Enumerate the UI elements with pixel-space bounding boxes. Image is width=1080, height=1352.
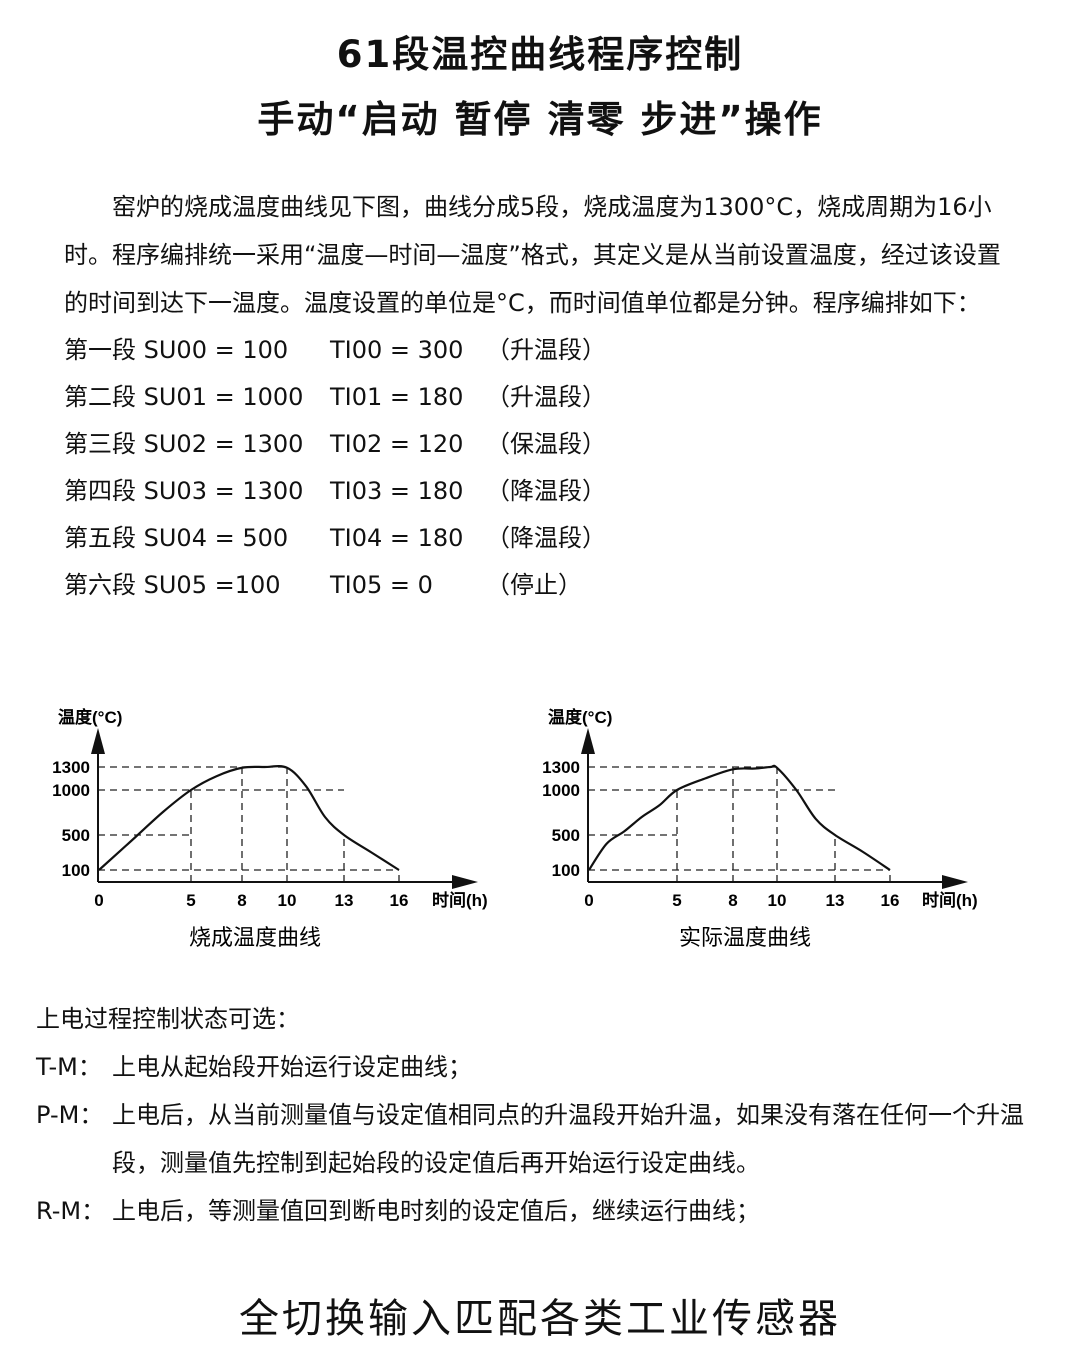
- program-list: 第一段 SU00 = 100 TI00 = 300 （升温段） 第二段 SU01 =…: [64, 327, 1014, 609]
- x-tick-label: 10: [768, 891, 787, 910]
- segment-setpoint: 第五段 SU04 = 500: [64, 524, 289, 552]
- program-row: 第五段 SU04 = 500 TI04 = 180 （降温段）: [64, 515, 1014, 562]
- x-axis-label: 时间(h): [432, 890, 488, 910]
- power-heading: 上电过程控制状态可选：: [36, 1005, 300, 1033]
- y-tick-label: 500: [62, 826, 90, 845]
- x-tick-label: 5: [186, 891, 195, 910]
- y-axis-arrow-icon: [91, 728, 105, 754]
- mode-text: 上电后，等测量值回到断电时刻的设定值后，继续运行曲线；: [112, 1197, 760, 1225]
- firing-curve-chart: 100 500 1000 1300 0 5 8 10 13 16 温度(°C) 时间(h) 烧成温度曲线: [52, 707, 488, 951]
- segment-note: （升温段）: [486, 383, 606, 411]
- mode-label: R-M：: [36, 1197, 106, 1225]
- y-tick-label: 100: [62, 861, 90, 880]
- power-mode-tm: T-M： 上电从起始段开始运行设定曲线；: [36, 1043, 1046, 1091]
- segment-time: TI04 = 180: [330, 524, 464, 552]
- page-title: 61段温控曲线程序控制: [336, 33, 744, 76]
- y-axis-label: 温度(°C): [58, 707, 122, 727]
- segment-time: TI03 = 180: [330, 477, 464, 505]
- mode-text: 上电后，从当前测量值与设定值相同点的升温段开始升温，如果没有落在任何一个升温段，…: [112, 1101, 1024, 1177]
- segment-time: TI01 = 180: [330, 383, 464, 411]
- program-row: 第六段 SU05 =100 TI05 = 0 （停止）: [64, 562, 1014, 609]
- program-row: 第四段 SU03 = 1300 TI03 = 180 （降温段）: [64, 468, 1014, 515]
- x-axis-arrow-icon: [942, 875, 968, 889]
- segment-note: （降温段）: [486, 477, 606, 505]
- temperature-curve: [98, 765, 400, 871]
- y-axis-label: 温度(°C): [548, 707, 612, 727]
- program-row: 第三段 SU02 = 1300 TI02 = 120 （保温段）: [64, 421, 1014, 468]
- x-axis-label: 时间(h): [922, 890, 978, 910]
- program-row: 第一段 SU00 = 100 TI00 = 300 （升温段）: [64, 327, 1014, 374]
- segment-setpoint: 第一段 SU00 = 100: [64, 336, 289, 364]
- x-tick-label: 5: [672, 891, 681, 910]
- y-axis-arrow-icon: [581, 728, 595, 754]
- segment-setpoint: 第六段 SU05 =100: [64, 571, 281, 599]
- program-row: 第二段 SU01 = 1000 TI01 = 180 （升温段）: [64, 374, 1014, 421]
- x-tick-label: 8: [728, 891, 737, 910]
- chart-title: 实际温度曲线: [679, 926, 811, 951]
- y-tick-label: 1000: [52, 781, 90, 800]
- segment-note: （降温段）: [486, 524, 606, 552]
- mode-label: P-M：: [36, 1101, 104, 1129]
- segment-time: TI02 = 120: [330, 430, 464, 458]
- actual-curve-chart: 100 500 1000 1300 0 5 8 10 13 16 温度(°C) 时间(h) 实际温度曲线: [542, 707, 978, 951]
- power-section: 上电过程控制状态可选： T-M： 上电从起始段开始运行设定曲线； P-M： 上电后，…: [36, 995, 1046, 1235]
- segment-setpoint: 第三段 SU02 = 1300: [64, 430, 304, 458]
- chart-title: 烧成温度曲线: [189, 926, 321, 951]
- intro-section: 窑炉的烧成温度曲线见下图，曲线分成5段，烧成温度为1300°C，烧成周期为16小…: [64, 183, 1014, 609]
- y-tick-label: 1000: [542, 781, 580, 800]
- x-tick-label: 16: [881, 891, 900, 910]
- x-tick-label: 16: [390, 891, 409, 910]
- page-subtitle: 手动“启动 暂停 清零 步进”操作: [257, 98, 823, 141]
- segment-note: （保温段）: [486, 430, 606, 458]
- power-mode-rm: R-M： 上电后，等测量值回到断电时刻的设定值后，继续运行曲线；: [36, 1187, 1046, 1235]
- mode-label: T-M：: [36, 1053, 102, 1081]
- x-tick-label: 8: [237, 891, 246, 910]
- x-tick-label: 0: [94, 891, 103, 910]
- x-tick-label: 13: [335, 891, 354, 910]
- y-tick-label: 100: [552, 861, 580, 880]
- x-tick-label: 10: [278, 891, 297, 910]
- segment-note: （升温段）: [486, 336, 606, 364]
- y-tick-label: 500: [552, 826, 580, 845]
- segment-time: TI00 = 300: [330, 336, 464, 364]
- footer-banner: 全切换输入匹配各类工业传感器: [239, 1296, 841, 1342]
- x-tick-label: 0: [584, 891, 593, 910]
- segment-setpoint: 第二段 SU01 = 1000: [64, 383, 304, 411]
- x-tick-label: 13: [826, 891, 845, 910]
- y-tick-label: 1300: [542, 758, 580, 777]
- intro-paragraph: 窑炉的烧成温度曲线见下图，曲线分成5段，烧成温度为1300°C，烧成周期为16小…: [64, 193, 1001, 317]
- segment-setpoint: 第四段 SU03 = 1300: [64, 477, 304, 505]
- y-tick-label: 1300: [52, 758, 90, 777]
- power-mode-pm: P-M： 上电后，从当前测量值与设定值相同点的升温段开始升温，如果没有落在任何一个…: [36, 1091, 1046, 1187]
- temperature-curve: [588, 764, 891, 871]
- x-axis-arrow-icon: [452, 875, 478, 889]
- segment-note: （停止）: [486, 571, 582, 599]
- segment-time: TI05 = 0: [330, 571, 433, 599]
- mode-text: 上电从起始段开始运行设定曲线；: [112, 1053, 472, 1081]
